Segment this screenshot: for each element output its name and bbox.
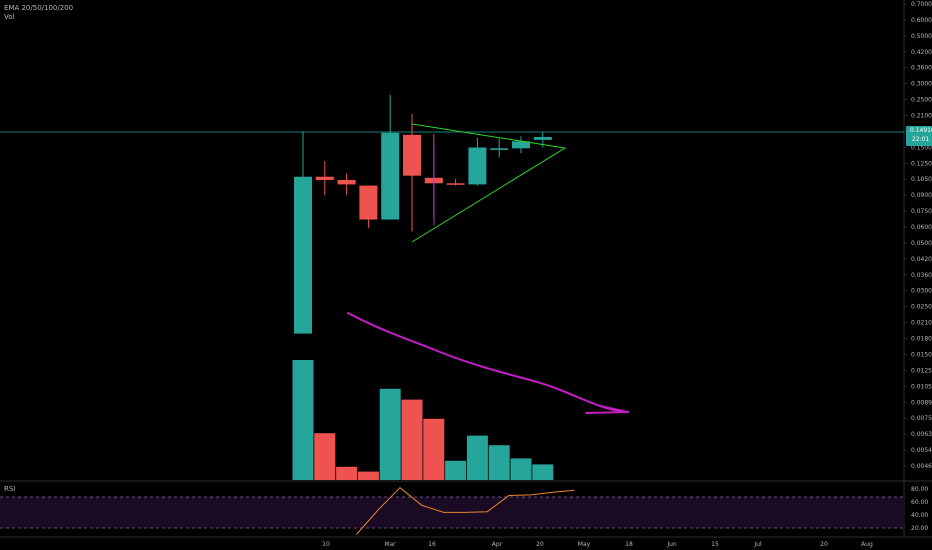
rsi-indicator-label[interactable]: RSI [4, 485, 16, 493]
volume-bar [401, 399, 423, 480]
volume-bar [466, 435, 488, 480]
time-tick-label: Mar [384, 541, 396, 548]
current-price-label: 0.14910 [910, 127, 932, 134]
candle-body [337, 179, 356, 185]
time-tick-label: Aug [861, 541, 873, 548]
volume-bar [336, 466, 358, 480]
ema-indicator-label[interactable]: EMA 20/50/100/200 [4, 4, 74, 12]
current-countdown-label: 22:01 [912, 136, 929, 143]
volume-bar [314, 433, 336, 480]
time-tick-label: 10 [322, 541, 330, 548]
volume-bar [445, 460, 467, 480]
rsi-level-label: 40.00 [911, 512, 928, 519]
volume-bar [532, 464, 554, 480]
rsi-level-label: 60.00 [911, 499, 928, 506]
triangle-pattern [411, 123, 567, 243]
volume-indicator-label[interactable]: Vol [4, 13, 15, 21]
volume-bar [510, 458, 532, 480]
volume-bar [292, 360, 314, 480]
time-tick-label: Jul [753, 541, 762, 548]
time-tick-label: 15 [711, 541, 719, 548]
rsi-level-label: 80.00 [911, 486, 928, 493]
time-tick-label: 20 [820, 541, 828, 548]
current-price-badge [906, 126, 932, 147]
candle-body [446, 183, 465, 185]
candle-body [533, 136, 552, 140]
time-tick-label: Apr [492, 541, 503, 548]
volume-bar [423, 418, 445, 480]
volume-bar [379, 388, 401, 480]
candle-body [512, 141, 530, 149]
volume-bar [357, 471, 379, 480]
volume-bar [488, 445, 510, 480]
time-tick-label: 18 [625, 541, 633, 548]
rsi-line [356, 487, 575, 535]
candle-body [403, 134, 421, 176]
rsi-level-label: 20.00 [911, 525, 928, 532]
candle-body [381, 132, 400, 220]
candle-body [315, 176, 334, 180]
time-tick-label: 20 [536, 541, 544, 548]
time-tick-label: 16 [428, 541, 436, 548]
candle-body [468, 147, 487, 185]
time-tick-label: May [578, 541, 591, 548]
time-tick-label: Jun [666, 541, 677, 548]
candle-body [359, 185, 378, 220]
candle-body [294, 176, 312, 334]
candle-body [490, 148, 509, 150]
downtrend-arrow-head [585, 405, 629, 414]
